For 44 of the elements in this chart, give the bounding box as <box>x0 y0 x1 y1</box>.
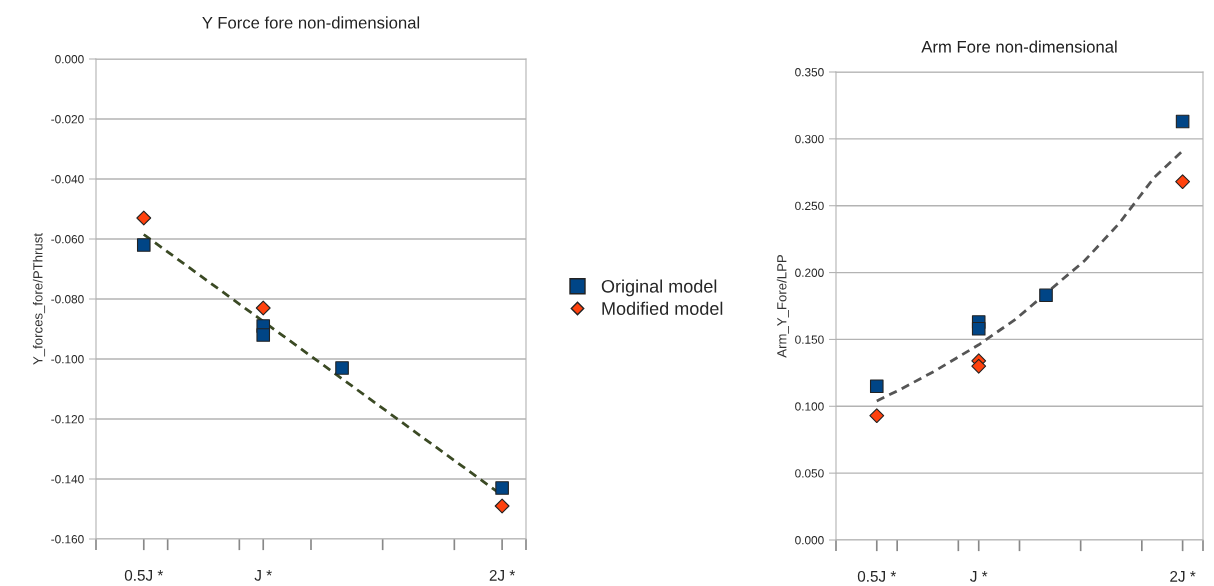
point <box>495 481 509 495</box>
y-tick-label: 0.200 <box>795 268 824 277</box>
y-tick-label: -0.120 <box>51 415 84 424</box>
y-tick-label: -0.140 <box>51 475 84 484</box>
y-tick-label: -0.080 <box>51 295 84 304</box>
legend-label: Original model <box>601 279 717 297</box>
legend-label: Modified model <box>602 301 723 315</box>
y-tick-label: -0.160 <box>51 535 84 544</box>
y-axis-title: Arm_Y_Fore/LPP <box>776 255 789 358</box>
x-tick-label: 2J * <box>489 569 516 581</box>
point <box>136 210 152 226</box>
y-tick-label: 0.150 <box>795 335 824 344</box>
y-tick-label: 0.250 <box>795 201 824 211</box>
point <box>335 361 349 375</box>
y-tick-label: 0.000 <box>795 536 824 545</box>
y-tick-label: -0.100 <box>51 355 84 364</box>
y-tick-label: 0.000 <box>55 55 84 64</box>
point <box>1175 174 1191 190</box>
point <box>971 321 986 336</box>
point <box>255 300 271 316</box>
y-axis-title: Y_forces_fore/PThrust <box>32 233 46 365</box>
x-tick-label: 0.5J * <box>857 570 897 582</box>
point <box>1175 114 1190 129</box>
point <box>136 238 151 252</box>
line-series <box>875 149 1184 403</box>
point <box>971 358 987 374</box>
y-tick-label: -0.020 <box>51 115 84 124</box>
y-tick-label: 0.300 <box>795 134 824 144</box>
x-tick-label: J * <box>254 570 272 581</box>
chart-title: Arm Fore non-dimensional <box>921 40 1117 53</box>
chart-title: Y Force fore non-dimensional <box>202 16 420 29</box>
point <box>869 408 885 424</box>
point <box>1039 288 1053 303</box>
point <box>494 498 510 514</box>
y-tick-label: 0.050 <box>795 469 824 478</box>
y-tick-label: 0.100 <box>795 402 824 411</box>
y-tick-label: 0.350 <box>795 68 824 77</box>
point <box>869 379 884 394</box>
point <box>256 328 271 342</box>
y-tick-label: -0.060 <box>51 235 84 244</box>
x-tick-label: 0.5J * <box>124 569 164 581</box>
x-tick-label: 2J * <box>1170 570 1196 582</box>
y-tick-label: -0.040 <box>51 175 84 184</box>
x-tick-label: J * <box>970 571 988 582</box>
